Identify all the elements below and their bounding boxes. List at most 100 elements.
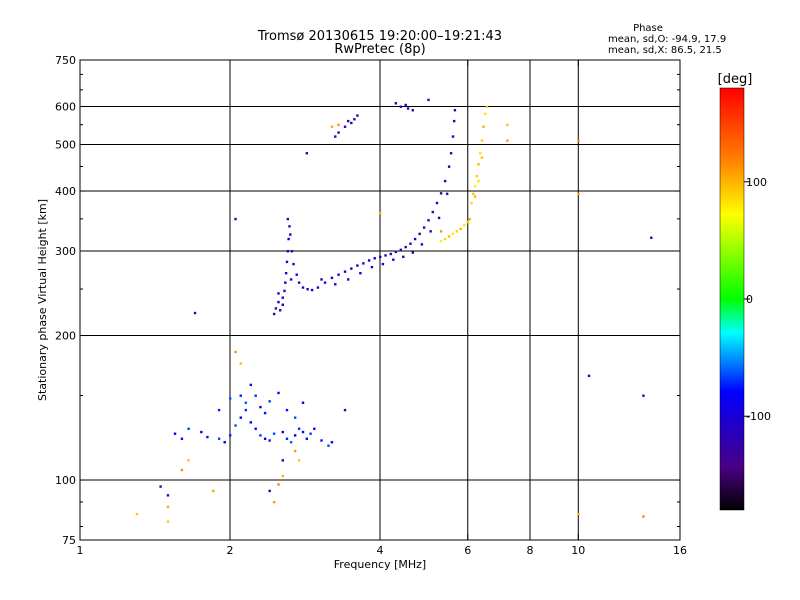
x-axis-label: Frequency [MHz] <box>334 558 426 571</box>
data-point <box>447 165 451 168</box>
data-point <box>290 250 294 253</box>
data-point <box>281 474 284 478</box>
y-axis-label: Stationary phase Virtual Height [km] <box>36 199 49 401</box>
data-point <box>337 273 340 276</box>
data-point <box>249 383 253 387</box>
colorbar-label: [deg] <box>718 72 753 87</box>
data-point <box>346 119 350 123</box>
data-point <box>463 223 466 227</box>
data-point <box>234 217 237 221</box>
data-point <box>284 271 288 275</box>
data-point <box>229 434 232 437</box>
x-tick-label: 6 <box>464 544 471 557</box>
data-point <box>281 296 284 299</box>
data-point <box>411 109 414 112</box>
data-point <box>406 107 410 110</box>
data-point <box>301 286 305 289</box>
data-point <box>443 179 447 183</box>
data-point <box>259 434 262 437</box>
data-point <box>431 210 434 214</box>
colorbar-tick-label: -100 <box>746 410 771 423</box>
data-point <box>362 262 365 265</box>
data-point <box>272 312 276 316</box>
y-tick-label: 400 <box>55 185 76 198</box>
data-point <box>254 394 257 397</box>
data-point <box>399 248 403 252</box>
data-point <box>180 437 184 440</box>
data-point <box>279 309 282 312</box>
data-point <box>327 444 330 447</box>
x-tick-label: 1 <box>77 544 84 557</box>
data-point <box>475 174 478 178</box>
data-point <box>239 362 242 365</box>
data-point <box>320 439 323 442</box>
data-point <box>285 260 289 264</box>
data-point <box>286 217 290 221</box>
data-point <box>439 192 443 195</box>
data-point <box>337 131 340 134</box>
data-point <box>479 152 482 155</box>
data-point <box>268 489 271 493</box>
data-point <box>506 139 509 142</box>
data-point <box>367 259 371 262</box>
data-point <box>283 289 286 293</box>
data-point <box>392 258 395 261</box>
data-point <box>451 232 455 236</box>
y-tick-label: 600 <box>55 101 76 114</box>
data-point <box>217 408 221 412</box>
data-point <box>277 391 280 395</box>
data-point <box>343 125 347 128</box>
data-point <box>239 394 242 397</box>
data-point <box>435 201 439 205</box>
data-point <box>449 152 453 155</box>
data-point <box>413 237 417 241</box>
data-point <box>439 230 443 233</box>
y-tick-label: 300 <box>55 245 76 258</box>
data-point <box>320 278 323 281</box>
data-point <box>285 408 289 412</box>
data-point <box>281 303 284 306</box>
data-point <box>284 281 287 284</box>
data-point <box>293 416 297 419</box>
stats-o-line: mean, sd,O: -94.9, 17.9 <box>608 34 726 45</box>
data-point <box>285 437 289 440</box>
data-point <box>259 405 262 409</box>
data-point <box>373 257 376 260</box>
data-point <box>281 430 284 434</box>
data-point <box>159 485 162 488</box>
data-point <box>466 220 470 224</box>
data-point <box>370 265 374 269</box>
data-point <box>356 114 359 117</box>
data-point <box>316 286 320 289</box>
data-point <box>473 195 477 198</box>
data-point <box>343 270 347 273</box>
data-point <box>187 459 190 462</box>
data-point <box>477 179 480 183</box>
data-point <box>323 281 327 284</box>
stats-x-line: mean, sd,X: 86.5, 21.5 <box>608 45 722 56</box>
x-tick-label: 2 <box>227 544 234 557</box>
data-point <box>343 408 347 412</box>
data-point <box>301 430 305 434</box>
data-point <box>402 255 405 259</box>
data-point <box>353 118 356 121</box>
data-point <box>306 288 309 291</box>
data-point <box>468 217 471 221</box>
data-point <box>289 441 293 444</box>
data-point <box>642 515 645 518</box>
data-point <box>359 271 362 275</box>
data-point <box>404 103 407 107</box>
data-point <box>389 252 392 256</box>
data-point <box>577 139 580 142</box>
data-point <box>480 156 484 159</box>
data-points <box>135 98 653 523</box>
data-point <box>281 459 284 462</box>
data-point <box>409 242 412 245</box>
data-point <box>330 441 334 444</box>
data-point <box>249 421 253 424</box>
data-point <box>301 401 305 404</box>
data-point <box>394 250 398 254</box>
data-point <box>305 152 309 155</box>
data-point <box>229 397 232 400</box>
data-point <box>472 192 475 196</box>
